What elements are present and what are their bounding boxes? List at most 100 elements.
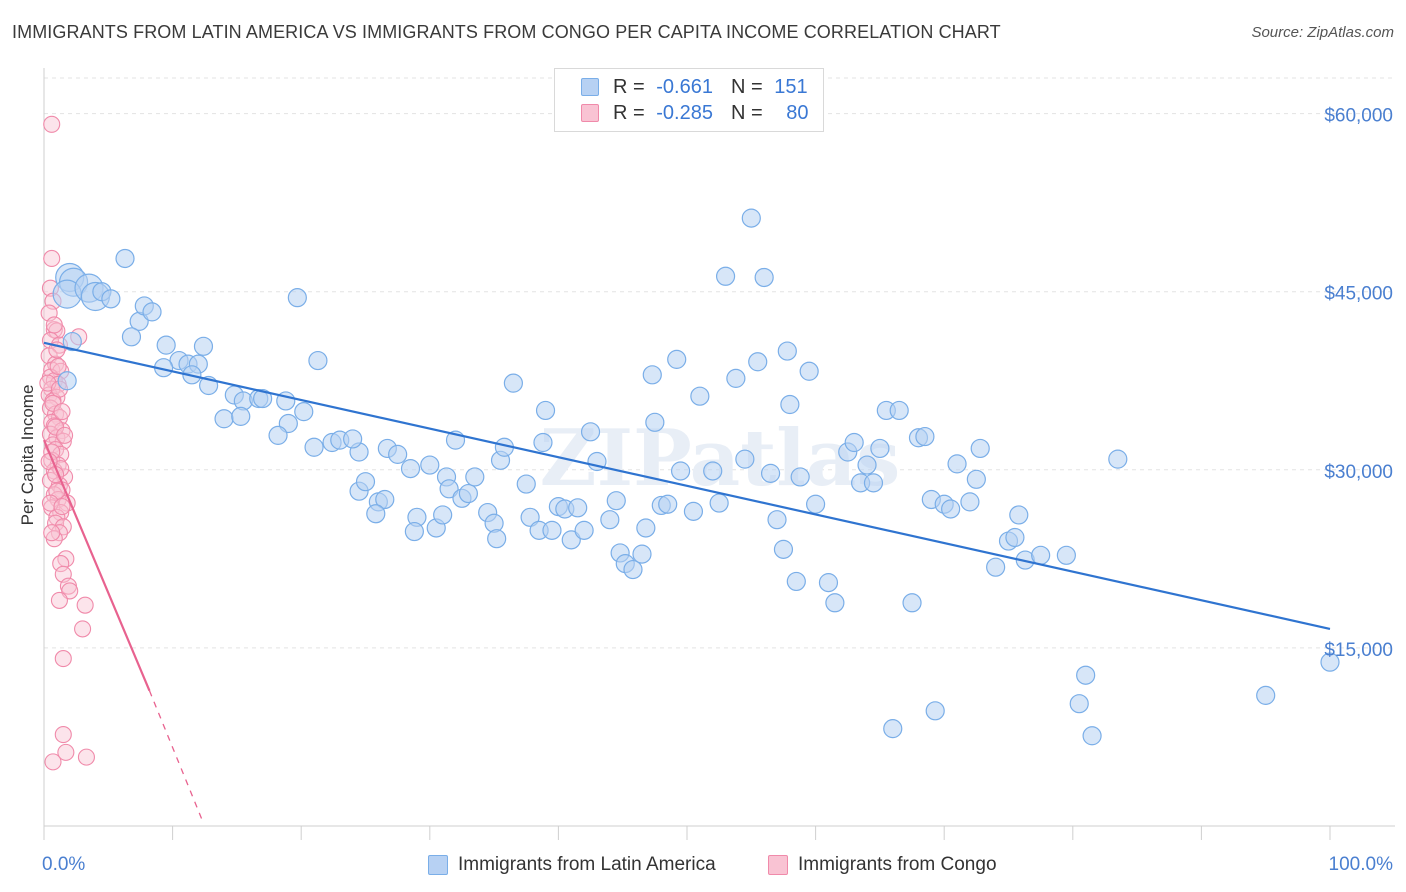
data-point-latin-america xyxy=(388,444,408,464)
data-point-congo xyxy=(54,650,72,668)
data-point-latin-america xyxy=(568,498,588,518)
data-point-latin-america xyxy=(62,331,82,352)
data-point-latin-america xyxy=(1056,545,1076,565)
data-point-latin-america xyxy=(308,350,328,371)
data-point-latin-america xyxy=(683,501,704,521)
trend-line-congo xyxy=(42,439,151,692)
data-point-latin-america xyxy=(642,365,662,385)
legend-r-value: -0.285 xyxy=(656,101,713,124)
data-point-latin-america xyxy=(645,412,665,432)
y-tick-label: $45,000 xyxy=(1324,284,1393,305)
bottom-swatch-pink xyxy=(768,855,788,875)
x-tick-label-left: 0.0% xyxy=(42,854,85,875)
data-point-latin-america xyxy=(780,394,800,415)
data-point-latin-america xyxy=(941,499,961,519)
data-point-latin-america xyxy=(294,402,314,422)
data-point-latin-america xyxy=(121,327,142,347)
data-point-latin-america xyxy=(760,463,781,483)
legend-r-label: R = xyxy=(613,101,645,124)
data-point-latin-america xyxy=(606,491,626,511)
y-axis-label: Per Capita Income xyxy=(18,385,37,526)
data-point-latin-america xyxy=(287,288,307,308)
data-point-latin-america xyxy=(690,386,710,406)
data-point-congo xyxy=(50,591,68,609)
data-point-latin-america xyxy=(709,493,729,513)
data-point-latin-america xyxy=(375,489,395,510)
congo-points xyxy=(39,115,95,771)
data-point-congo xyxy=(43,249,61,268)
data-point-latin-america xyxy=(748,352,768,372)
data-point-latin-america xyxy=(400,459,421,479)
bottom-legend-latin-america: Immigrants from Latin America xyxy=(428,852,716,878)
data-point-latin-america xyxy=(754,267,774,288)
legend-n-value: 80 xyxy=(786,101,809,124)
data-point-latin-america xyxy=(214,409,234,429)
data-point-latin-america xyxy=(1009,505,1029,525)
data-point-latin-america xyxy=(703,461,723,481)
data-point-latin-america xyxy=(115,248,135,269)
data-point-congo xyxy=(49,357,67,376)
legend-swatch-pink xyxy=(581,104,599,122)
data-point-latin-america xyxy=(439,479,459,499)
legend-n-label: N = xyxy=(730,75,763,98)
data-point-latin-america xyxy=(735,449,755,469)
data-point-latin-america xyxy=(366,504,386,524)
data-point-latin-america xyxy=(1069,694,1089,714)
data-point-latin-america xyxy=(57,371,77,391)
data-point-latin-america xyxy=(1076,665,1096,685)
data-point-latin-america xyxy=(1005,527,1025,548)
data-point-latin-america xyxy=(1031,545,1051,565)
data-point-latin-america xyxy=(844,432,864,453)
data-point-latin-america xyxy=(101,289,121,309)
data-point-latin-america xyxy=(404,521,424,542)
legend-r-label: R = xyxy=(613,75,645,98)
y-tick-label: $30,000 xyxy=(1324,462,1393,483)
data-point-congo xyxy=(53,403,71,421)
data-point-latin-america xyxy=(870,438,890,459)
data-point-congo xyxy=(76,596,94,614)
data-point-latin-america xyxy=(889,400,909,421)
source-credit: Source: ZipAtlas.com xyxy=(1251,24,1394,41)
data-point-latin-america xyxy=(156,335,176,355)
gridlines xyxy=(44,77,1395,649)
data-point-latin-america xyxy=(1320,652,1340,672)
data-point-latin-america xyxy=(970,438,990,459)
data-point-latin-america xyxy=(902,593,922,613)
data-point-congo xyxy=(57,743,75,761)
data-point-latin-america xyxy=(458,483,478,504)
data-point-latin-america xyxy=(193,336,214,356)
legend-r-value: -0.661 xyxy=(656,75,713,98)
data-point-latin-america xyxy=(960,492,980,512)
data-point-congo xyxy=(56,426,74,444)
data-point-latin-america xyxy=(1082,726,1102,746)
axes xyxy=(43,68,1395,840)
data-point-latin-america xyxy=(777,341,797,361)
data-point-congo xyxy=(43,115,61,133)
data-point-latin-america xyxy=(726,368,746,388)
data-point-latin-america xyxy=(805,494,826,514)
data-point-congo xyxy=(77,748,95,766)
data-point-latin-america xyxy=(487,529,507,549)
data-point-latin-america xyxy=(863,473,884,493)
legend-row-latin-america: R = -0.661 N = 151 xyxy=(581,75,808,99)
data-point-latin-america xyxy=(799,361,819,381)
data-point-latin-america xyxy=(636,518,656,538)
chart-title: IMMIGRANTS FROM LATIN AMERICA VS IMMIGRA… xyxy=(12,22,1001,42)
data-point-latin-america xyxy=(268,425,288,445)
trend-line-latin-america xyxy=(43,341,1331,630)
data-point-latin-america xyxy=(715,266,736,286)
data-point-latin-america xyxy=(825,593,845,613)
y-tick-label: $60,000 xyxy=(1324,106,1393,127)
legend-row-congo: R = -0.285 N = 80 xyxy=(581,101,808,125)
data-point-congo xyxy=(45,316,63,334)
data-point-latin-america xyxy=(1108,449,1128,469)
data-point-latin-america xyxy=(520,507,540,527)
correlation-legend: R = -0.661 N = 151 R = -0.285 N = 80 xyxy=(554,68,824,132)
data-point-latin-america xyxy=(773,539,794,559)
data-point-latin-america xyxy=(253,388,273,409)
data-point-latin-america xyxy=(632,544,652,564)
data-point-latin-america xyxy=(355,472,376,492)
data-point-latin-america xyxy=(574,520,594,540)
latin-america-points xyxy=(52,208,1340,746)
